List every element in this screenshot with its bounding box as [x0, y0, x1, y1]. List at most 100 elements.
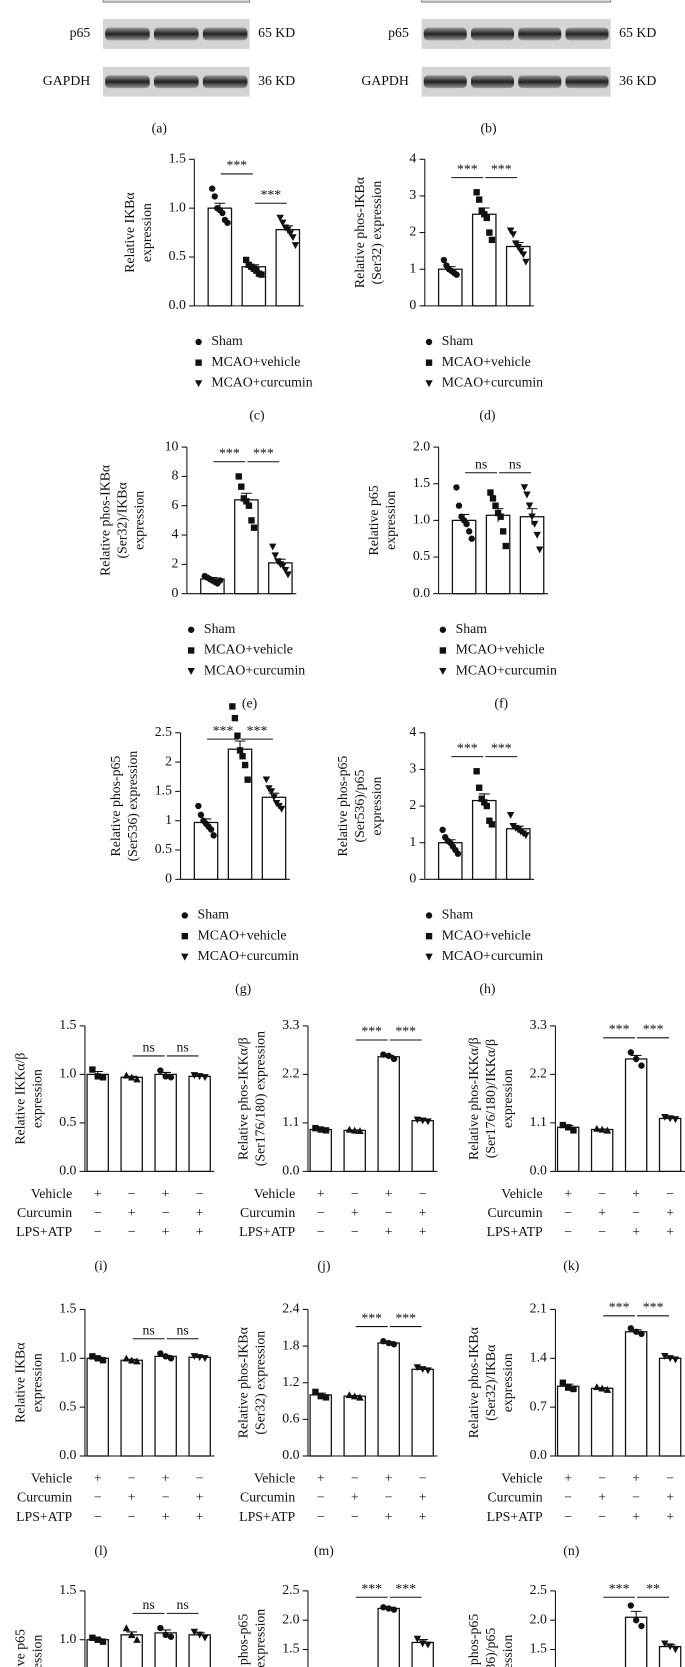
treatment-sign: − [94, 1205, 102, 1220]
bar [193, 821, 219, 880]
legend-label: MCAO+vehicle [198, 927, 287, 942]
figure-content: p65 65 KD GAPDH 36 KD (a) p65 65 KD GAPDH 36 KD (… [12, 0, 685, 1667]
data-point [413, 1364, 422, 1372]
data-point [276, 214, 284, 222]
y-tick-label: 0.0 [413, 585, 430, 600]
data-point [528, 513, 536, 521]
legend-label: Sham [198, 907, 230, 922]
data-point [270, 794, 278, 801]
blot-name: GAPDH [43, 73, 91, 88]
treatment-name: Vehicle [254, 1471, 295, 1486]
treatment-sign: − [317, 1509, 325, 1524]
y-tick-label: 2.5 [155, 724, 172, 739]
treatment-sign: − [632, 1205, 640, 1220]
bar [377, 1607, 400, 1667]
y-axis-label: expression [369, 776, 384, 835]
legend-marker [187, 667, 195, 675]
bar [309, 1394, 332, 1457]
significance-label: *** [361, 1024, 382, 1039]
chart-panel: 0 0.5 1 1.5 2 2.5 Relative phos-p65 (Ser536) ex… [108, 703, 299, 997]
y-tick-label: 0.7 [530, 1398, 547, 1413]
data-point [197, 811, 205, 819]
y-tick-label: 2.5 [282, 1582, 299, 1597]
y-axis-label: (Ser536) expression [125, 751, 141, 862]
data-point [258, 271, 265, 278]
data-point [418, 1640, 427, 1648]
bar [120, 1076, 143, 1173]
treatment-name: Curcumin [240, 1490, 295, 1505]
y-tick-label: 1.4 [530, 1349, 547, 1364]
treatment-sign: + [564, 1471, 572, 1486]
blot-size: 65 KD [258, 25, 295, 40]
data-point [99, 1638, 107, 1645]
y-axis-label: (Ser32) expression [369, 181, 385, 285]
y-tick-label: 3.3 [282, 1017, 299, 1032]
treatment-sign: − [128, 1224, 136, 1239]
data-point [530, 520, 539, 528]
y-axis-label: (Ser536) expression [252, 1609, 268, 1667]
treatment-sign: + [128, 1490, 136, 1505]
blot-band [565, 75, 609, 89]
data-point [224, 219, 231, 226]
data-point [122, 1624, 131, 1632]
data-point [211, 193, 218, 200]
y-tick-label: 1 [409, 834, 416, 849]
treatment-name: LPS+ATP [239, 1224, 295, 1239]
significance-label: *** [491, 740, 512, 755]
treatment-sign: + [666, 1509, 674, 1524]
significance-label: *** [219, 445, 240, 460]
y-axis-label: expression [500, 1635, 515, 1667]
treatment-sign: + [196, 1490, 204, 1505]
treatment-sign: − [317, 1224, 325, 1239]
legend-label: Sham [456, 621, 488, 636]
data-point [235, 473, 242, 480]
data-point [666, 1643, 674, 1651]
panel-label: (f) [494, 695, 508, 711]
treatment-sign: − [196, 1471, 204, 1486]
treatment-sign: + [162, 1509, 170, 1524]
significance-label: *** [491, 161, 512, 176]
y-tick-label: 2 [165, 753, 172, 768]
data-point [277, 805, 286, 813]
y-tick-label: 2.0 [413, 438, 430, 453]
data-point [345, 1391, 354, 1399]
data-point [284, 226, 292, 234]
blot-size: 36 KD [258, 73, 295, 88]
y-tick-label: 0 [409, 297, 416, 312]
data-point [486, 229, 493, 236]
data-point [494, 509, 502, 517]
y-axis-label: Relative phos-IKBα [352, 177, 367, 288]
data-point [499, 528, 507, 535]
legend-label: Sham [442, 333, 474, 348]
bar [411, 1368, 434, 1457]
data-point [133, 1636, 141, 1643]
blot-band [518, 75, 562, 89]
significance-label: *** [457, 161, 478, 176]
data-point [312, 1124, 319, 1132]
legend-label: Sham [204, 621, 236, 636]
data-point [638, 1062, 645, 1069]
data-point [418, 1366, 427, 1374]
bar [519, 516, 545, 595]
treatment-sign: − [162, 1490, 170, 1505]
legend-marker [439, 626, 447, 633]
data-point [289, 234, 297, 242]
data-point [380, 1604, 387, 1611]
treatment-sign: − [598, 1224, 606, 1239]
data-point [488, 821, 496, 828]
y-tick-label: 0.0 [282, 1447, 299, 1462]
blot-name: p65 [388, 25, 409, 40]
blot-size: 36 KD [619, 73, 656, 88]
data-point [248, 517, 255, 524]
treatment-sign: − [128, 1186, 136, 1201]
y-axis-label: expression [131, 491, 146, 550]
treatment-sign: + [317, 1186, 325, 1201]
data-point [190, 1353, 199, 1361]
data-point [520, 484, 529, 492]
y-tick-label: 1.0 [59, 1349, 76, 1364]
treatment-name: LPS+ATP [487, 1224, 543, 1239]
blot-edge [421, 0, 612, 3]
data-point [475, 784, 483, 791]
data-point [99, 1074, 107, 1081]
data-point [598, 1384, 606, 1392]
